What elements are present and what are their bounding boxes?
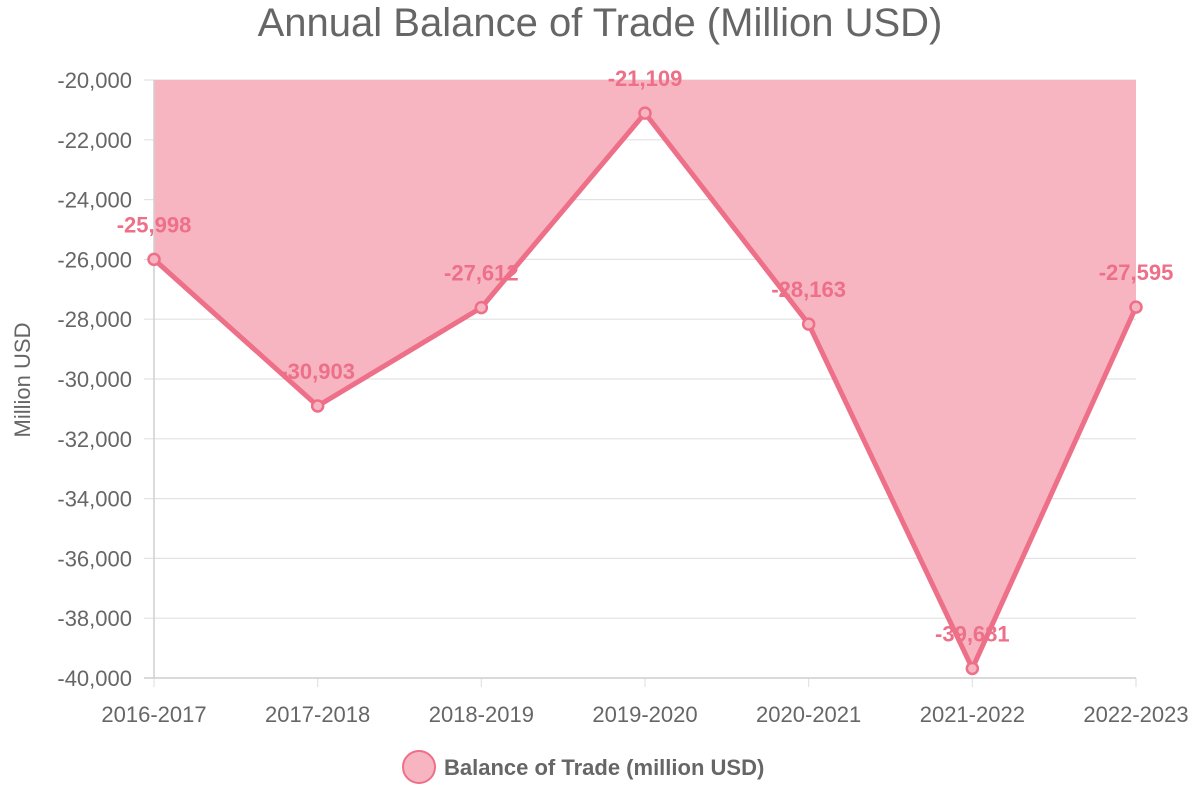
data-label: -30,903: [280, 359, 355, 384]
y-tick-label: -30,000: [57, 367, 132, 392]
y-tick-label: -22,000: [57, 128, 132, 153]
data-label: -27,612: [444, 261, 519, 286]
data-point: [965, 661, 980, 676]
data-points: [147, 106, 1143, 676]
data-point: [474, 300, 489, 315]
data-label: -21,109: [608, 66, 683, 91]
x-tick-labels: 2016-2017 2017-2018 2018-2019 2019-2020 2020…: [101, 702, 1188, 727]
data-point: [1129, 300, 1143, 314]
y-tick-label: -24,000: [57, 188, 132, 213]
x-tick-label: 2020-2021: [756, 702, 861, 727]
legend[interactable]: Balance of Trade (million USD): [402, 750, 764, 784]
y-tick-label: -28,000: [57, 307, 132, 332]
data-point: [801, 317, 816, 331]
axes: [144, 80, 1136, 679]
y-axis-label: Million USD: [10, 323, 35, 438]
data-point: [638, 106, 652, 120]
data-label: -25,998: [117, 212, 192, 237]
series-area-fill: [154, 80, 1136, 669]
x-tick-label: 2019-2020: [592, 702, 697, 727]
data-point: [310, 399, 325, 413]
chart-title: Annual Balance of Trade (Million USD): [258, 1, 943, 45]
y-tick-label: -34,000: [57, 487, 132, 512]
x-tick-label: 2018-2019: [429, 702, 534, 727]
y-tick-label: -38,000: [57, 606, 132, 631]
y-tick-label: -32,000: [57, 427, 132, 452]
data-point: [147, 252, 161, 267]
data-labels: -25,998 -30,903 -27,612 -21,109 -28,163 -39,6…: [117, 66, 1174, 646]
legend-swatch: [402, 750, 436, 784]
y-tick-labels: -20,000 -22,000 -24,000 -26,000 -28,000 -30,0…: [57, 68, 132, 691]
x-tick-label: 2022-2023: [1083, 702, 1188, 727]
y-tick-label: -26,000: [57, 247, 132, 272]
data-label: -27,595: [1099, 260, 1174, 285]
x-tick-label: 2016-2017: [101, 702, 206, 727]
data-label: -28,163: [771, 277, 846, 302]
x-tick-label: 2021-2022: [920, 702, 1025, 727]
data-label: -39,681: [935, 621, 1010, 646]
legend-label: Balance of Trade (million USD): [444, 755, 764, 780]
y-tick-label: -36,000: [57, 546, 132, 571]
y-tick-label: -20,000: [57, 68, 132, 93]
y-tick-label: -40,000: [57, 666, 132, 691]
x-tick-label: 2017-2018: [265, 702, 370, 727]
